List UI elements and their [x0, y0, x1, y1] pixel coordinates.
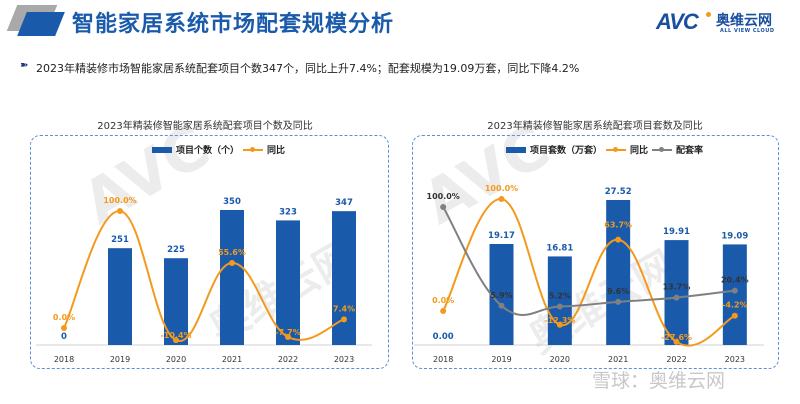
bar-data-label: 19.17 — [488, 231, 515, 241]
x-tick-label: 2018 — [54, 355, 74, 364]
line-point — [117, 208, 123, 214]
chart1-legend: 项目个数（个） 同比 — [152, 143, 285, 156]
legend-label: 配套率 — [676, 146, 704, 156]
logo-cn: 奥维云网 — [716, 13, 772, 29]
bar-data-label: 19.09 — [721, 231, 748, 241]
source-watermark: 雪球：奥维云网 — [592, 370, 726, 392]
line-data-label: 0.0% — [53, 313, 75, 322]
logo-dot-icon — [706, 12, 711, 17]
x-tick-label: 2019 — [491, 355, 511, 364]
bar-data-label: 347 — [335, 198, 353, 208]
bar-data-label: 225 — [167, 245, 185, 255]
line-data-label: -27.6% — [661, 333, 692, 342]
bar-data-label: 0 — [61, 332, 67, 342]
bar-data-label: 0.00 — [433, 332, 454, 342]
line-point — [341, 316, 347, 323]
line-point — [440, 204, 447, 210]
line-point — [498, 302, 505, 309]
title-decoration — [17, 12, 65, 36]
bar-data-label: 251 — [111, 235, 129, 245]
line-series-ratio — [442, 206, 735, 317]
legend-label: 同比 — [630, 146, 649, 156]
line-data-label: 9.6% — [607, 287, 629, 296]
bar — [276, 220, 300, 345]
line-data-label: 7.4% — [333, 304, 355, 313]
line-data-label: 0.0% — [432, 296, 454, 305]
line-data-label: 100.0% — [103, 196, 136, 205]
line-data-label: 55.6% — [218, 248, 246, 257]
x-tick-label: 2023 — [725, 355, 745, 364]
bar — [664, 240, 689, 345]
x-tick-label: 2018 — [433, 355, 453, 364]
legend-label: 项目套数（万套） — [530, 146, 603, 156]
chart2-svg: 2018 2019 2020 2021 2022 2023 0.00 19.17 16.81 27… — [414, 184, 764, 364]
chart1-title: 2023年精装修智能家居系统配套项目个数及同比 — [97, 121, 313, 132]
page-title: 智能家居系统市场配套规模分析 — [72, 12, 395, 37]
line-data-label: 100.0% — [485, 184, 518, 193]
line-data-label: -12.3% — [544, 316, 575, 325]
line-data-label: 13.7% — [663, 283, 691, 292]
logo-en: ALL VIEW CLOUD — [720, 28, 775, 34]
chart2-legend: 项目套数（万套） 同比 配套率 — [506, 143, 703, 156]
x-tick-label: 2019 — [110, 355, 130, 364]
x-tick-label: 2022 — [666, 355, 686, 364]
line-series-yoy — [442, 197, 736, 347]
line-point — [731, 287, 738, 294]
line-point — [615, 236, 622, 243]
line-point — [556, 321, 563, 328]
arrow-bullet-icon: ➽ — [20, 60, 29, 71]
legend-bar-swatch — [506, 146, 526, 153]
x-tick-label: 2020 — [166, 355, 186, 364]
bar-data-label: 27.52 — [605, 187, 632, 197]
line-data-label: 100.0% — [427, 192, 460, 201]
bar-data-label: 19.91 — [663, 227, 690, 237]
line-data-label: -10.4% — [160, 331, 191, 340]
line-data-label: -7.7% — [275, 328, 301, 337]
line-point — [440, 308, 447, 314]
bar-data-label: 16.81 — [546, 243, 573, 253]
line-data-label: 5.2% — [549, 292, 571, 301]
line-point — [229, 259, 235, 266]
line-point — [673, 338, 680, 345]
line-point — [731, 312, 738, 319]
line-data-label: -4.2% — [722, 301, 748, 310]
summary-text: 2023年精装修市场智能家居系统配套项目个数347个，同比上升7.4%；配套规模… — [36, 62, 580, 75]
legend-label: 同比 — [267, 146, 286, 156]
chart1-panel — [30, 135, 389, 369]
bar — [547, 256, 572, 345]
x-tick-label: 2021 — [608, 355, 628, 364]
legend-line-swatch — [606, 146, 627, 152]
bar — [220, 210, 244, 345]
bar-data-label: 323 — [279, 207, 297, 217]
line-point — [173, 337, 179, 344]
chart2-panel — [412, 135, 779, 369]
line-data-label: 5.9% — [490, 291, 512, 300]
logo-text: AVC — [656, 9, 699, 34]
legend-line-swatch — [652, 146, 673, 152]
x-tick-label: 2023 — [334, 355, 354, 364]
x-tick-label: 2022 — [278, 355, 298, 364]
avc-logo: AVC 奥维云网 ALL VIEW CLOUD — [656, 9, 786, 35]
legend-line-swatch — [243, 146, 264, 152]
line-series-yoy — [63, 209, 345, 342]
line-point — [285, 334, 291, 341]
chart1-svg: 2018 2019 2020 2021 2022 2023 0 251 225 350 323 347… — [36, 196, 372, 364]
chart2-title: 2023年精装修智能家居系统配套项目套数及同比 — [487, 121, 703, 132]
line-data-label: 20.4% — [721, 276, 749, 285]
line-point — [61, 325, 67, 331]
x-tick-label: 2021 — [222, 355, 242, 364]
legend-label: 项目个数（个） — [176, 146, 240, 156]
bar-data-label: 350 — [223, 197, 241, 207]
line-data-label: 63.7% — [604, 221, 632, 230]
line-point — [498, 196, 505, 202]
bar — [606, 200, 631, 345]
bar — [108, 248, 132, 345]
bar — [722, 244, 747, 345]
legend-bar-swatch — [152, 146, 172, 153]
line-point — [556, 303, 563, 310]
line-point — [615, 298, 622, 305]
bar — [489, 243, 514, 345]
x-tick-label: 2020 — [550, 355, 570, 364]
line-point — [673, 294, 680, 301]
